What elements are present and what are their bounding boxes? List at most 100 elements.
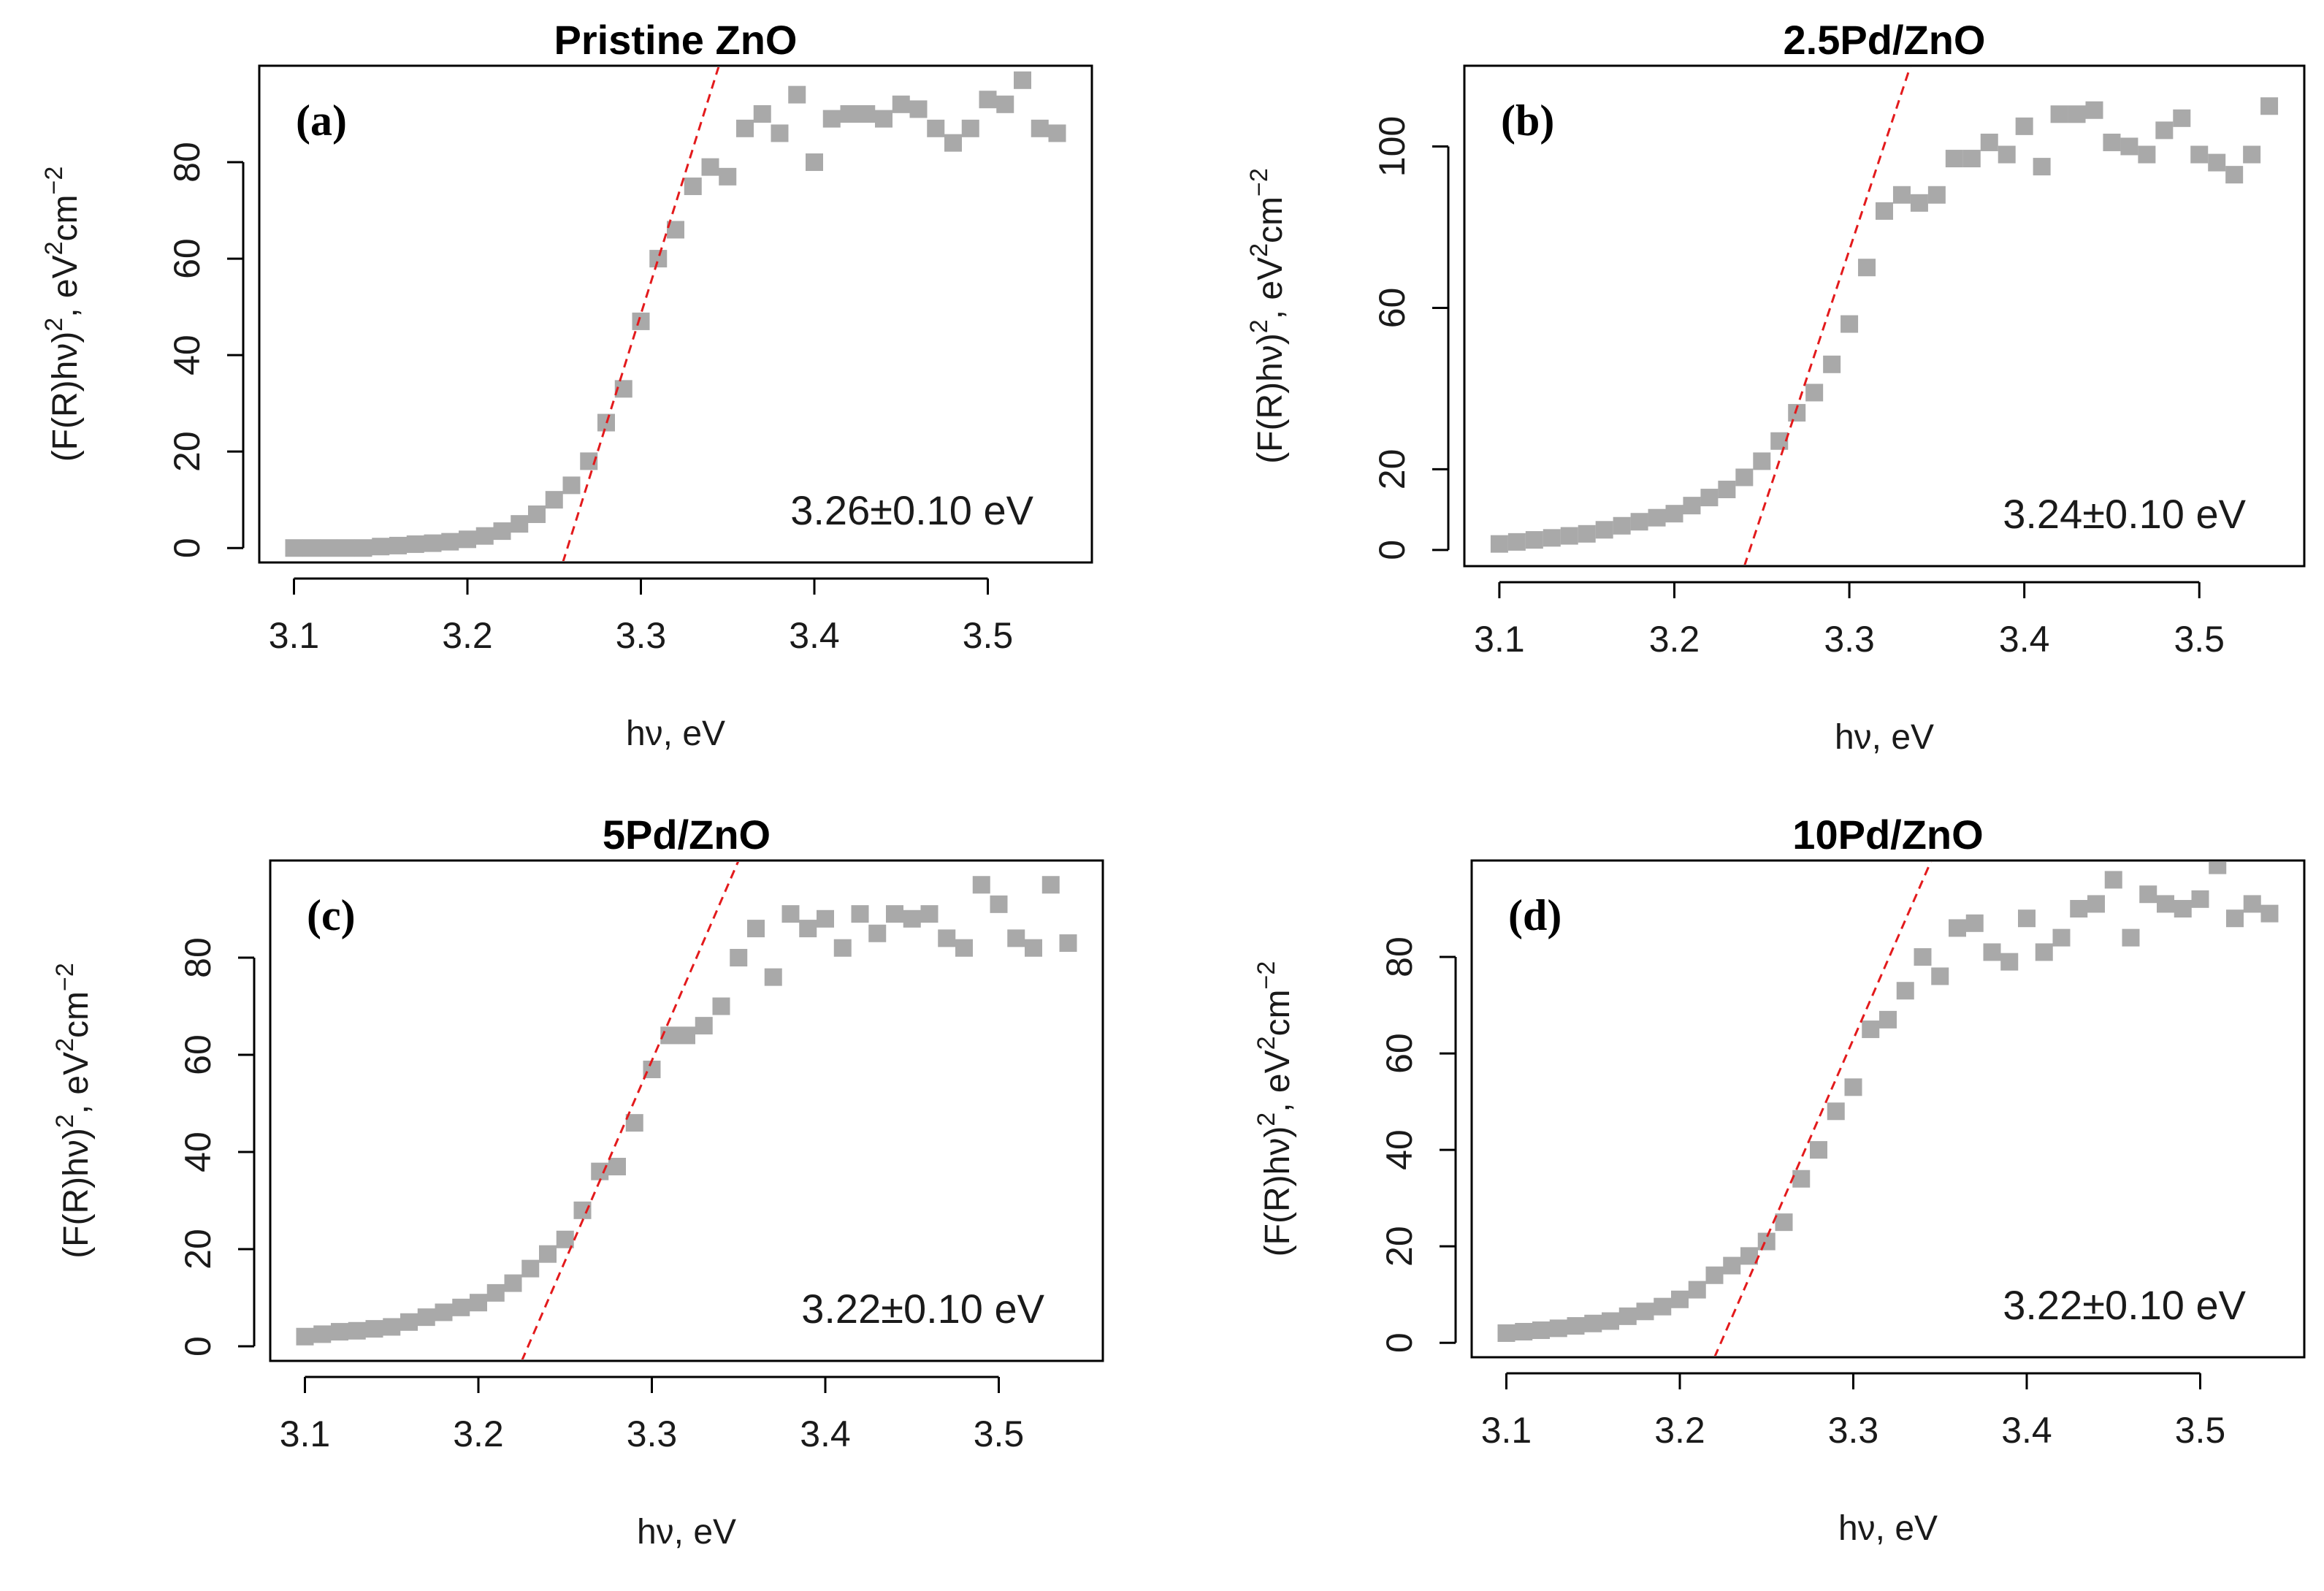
- data-point: [2103, 133, 2121, 151]
- x-tick-label: 3.1: [1481, 1410, 1532, 1451]
- y-axis-label-part: , eV: [1258, 1050, 1297, 1112]
- data-point: [886, 905, 903, 923]
- y-tick-label: 60: [1372, 288, 1413, 329]
- data-point: [475, 527, 494, 545]
- data-point: [435, 1303, 453, 1321]
- data-point: [944, 134, 962, 152]
- data-point: [1595, 521, 1613, 539]
- y-axis-label-superscript: 2: [51, 1114, 79, 1128]
- data-point: [1962, 150, 1981, 168]
- data-point: [2225, 166, 2244, 184]
- data-point: [2122, 928, 2140, 947]
- data-point: [678, 1026, 695, 1045]
- data-point: [2070, 900, 2088, 918]
- x-tick-label: 3.3: [627, 1413, 678, 1454]
- plot-frame: [1470, 859, 2306, 1359]
- data-point: [556, 1230, 574, 1248]
- data-point: [2052, 928, 2071, 947]
- data-point: [2018, 909, 2036, 928]
- data-point: [2033, 158, 2051, 176]
- data-point: [562, 476, 581, 495]
- data-point: [1515, 1323, 1533, 1341]
- y-axis-label-part: (F(R)hν): [1258, 1126, 1297, 1257]
- data-point: [2174, 900, 2192, 918]
- data-point: [1630, 513, 1648, 531]
- data-point: [1648, 508, 1666, 527]
- data-point: [903, 909, 921, 928]
- data-point: [417, 1308, 435, 1327]
- data-point: [1705, 1266, 1724, 1284]
- data-point: [1654, 1297, 1672, 1316]
- panel-label: (b): [1501, 96, 1554, 145]
- data-point: [781, 905, 800, 923]
- data-point: [1613, 516, 1631, 535]
- y-tick-label: 40: [1379, 1129, 1420, 1170]
- data-point: [528, 505, 546, 523]
- data-point: [996, 95, 1014, 113]
- data-point: [372, 538, 390, 556]
- data-point: [2000, 953, 2019, 971]
- x-axis-label: hν, eV: [1835, 718, 1934, 757]
- y-tick-label: 80: [167, 142, 207, 183]
- data-point: [1683, 497, 1701, 515]
- data-point: [521, 1259, 540, 1278]
- y-tick-label: 20: [1372, 449, 1413, 490]
- data-point: [320, 539, 337, 557]
- y-tick-label: 40: [177, 1132, 218, 1172]
- data-point: [719, 167, 737, 186]
- data-point: [695, 1017, 713, 1035]
- data-point: [486, 1283, 505, 1302]
- data-point: [979, 91, 997, 109]
- data-point: [1007, 929, 1025, 947]
- data-point: [2015, 117, 2033, 135]
- data-point: [1914, 948, 1932, 966]
- plot-area: [285, 67, 1066, 561]
- data-point: [608, 1157, 626, 1175]
- data-point: [1688, 1281, 1706, 1299]
- data-point: [2260, 97, 2279, 115]
- data-point: [1671, 1290, 1689, 1308]
- data-point: [1983, 943, 2001, 961]
- data-point: [511, 515, 529, 533]
- data-point: [459, 530, 476, 549]
- y-axis-label-part: , eV: [1251, 257, 1290, 319]
- panel-title: 2.5Pd/ZnO: [1784, 17, 1986, 63]
- data-point: [1723, 1256, 1741, 1275]
- x-tick-label: 3.4: [789, 615, 840, 656]
- panel-title: 5Pd/ZnO: [603, 812, 771, 858]
- data-point: [1927, 186, 1946, 204]
- data-point: [927, 119, 945, 137]
- panel-2: 3.1 3.2 3.3 3.4 3.5 0 20 60 100 2.5Pd/ZnO hν, eV (F…: [1245, 17, 2306, 757]
- data-point: [840, 105, 858, 123]
- y-axis-label-part: cm: [46, 194, 85, 241]
- y-axis-label-superscript: 2: [40, 318, 68, 332]
- data-point: [1700, 489, 1719, 507]
- data-point: [2138, 145, 2156, 164]
- data-point: [365, 1320, 383, 1338]
- y-axis-label-superscript: 2: [1245, 319, 1273, 333]
- data-point: [504, 1274, 522, 1292]
- data-point: [1636, 1302, 1654, 1321]
- data-point: [1059, 934, 1077, 953]
- data-point: [1014, 71, 1031, 89]
- data-point: [1810, 1141, 1827, 1159]
- data-point: [1965, 914, 1984, 932]
- y-axis-label-superscript: −2: [51, 963, 79, 991]
- y-tick-label: 40: [167, 335, 207, 375]
- data-point: [1618, 1307, 1637, 1325]
- data-point: [851, 905, 869, 923]
- data-point: [470, 1294, 487, 1312]
- data-point: [1735, 468, 1754, 487]
- plot-area: [296, 862, 1077, 1359]
- band-gap-annotation: 3.22±0.10 eV: [801, 1286, 1044, 1332]
- y-tick-label: 20: [1379, 1226, 1420, 1267]
- data-point: [701, 158, 719, 176]
- data-point: [331, 1323, 348, 1341]
- data-point: [313, 1325, 332, 1343]
- data-point: [1805, 384, 1824, 402]
- data-point: [406, 535, 424, 553]
- y-tick-label: 80: [177, 937, 218, 978]
- band-gap-annotation: 3.22±0.10 eV: [2003, 1282, 2246, 1328]
- data-point: [955, 939, 973, 957]
